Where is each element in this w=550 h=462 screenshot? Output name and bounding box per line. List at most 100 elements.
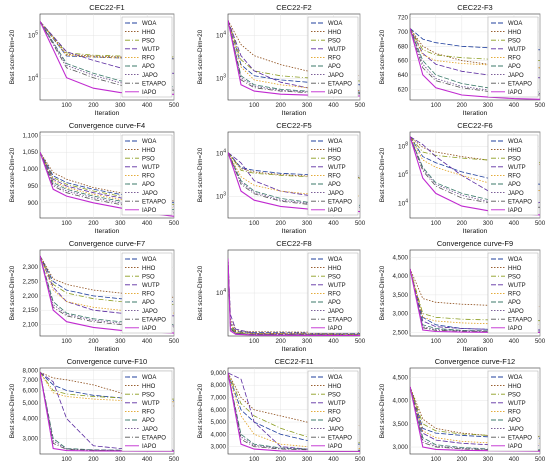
y-tick-label: 104 <box>216 31 226 40</box>
legend-label: ETAAPO <box>508 199 532 205</box>
legend-label: WUTP <box>508 47 526 53</box>
chart-panel-9: Convergence curve-F9 100 200 300 400 500 2,500… <box>379 239 546 353</box>
y-tick-label: 2,200 <box>23 293 39 300</box>
chart-panel-4: Convergence curve-F4 100 200 300 400 500 900 95… <box>9 121 180 235</box>
x-axis-label: Iteration <box>463 228 488 235</box>
chart-title: Convergence curve-F7 <box>69 239 145 248</box>
x-tick-label: 100 <box>431 338 442 345</box>
y-tick-label: 680 <box>398 43 409 50</box>
legend-label: IAPO <box>142 208 157 214</box>
x-axis-label: Iteration <box>463 110 488 117</box>
legend-label: WOA <box>328 375 342 381</box>
legend-box <box>121 370 173 452</box>
x-tick-label: 500 <box>169 102 180 109</box>
x-tick-label: 500 <box>535 456 546 462</box>
legend-label: RFO <box>328 174 341 180</box>
y-tick-label: 2,100 <box>23 322 39 329</box>
series-line-apo <box>228 20 360 93</box>
x-axis-label: Iteration <box>95 110 120 117</box>
chart-panel-6: CEC22-F6 100 200 300 400 500 108 106 104 Iteratio… <box>379 121 546 235</box>
legend-label: WOA <box>508 139 522 145</box>
legend-label: WOA <box>508 375 522 381</box>
x-tick-label: 100 <box>431 456 442 462</box>
x-tick-label: 200 <box>275 220 286 227</box>
y-tick-label: 8,000 <box>23 368 39 375</box>
x-tick-label: 400 <box>328 102 339 109</box>
series-line-woa <box>410 136 540 185</box>
series-line-apo <box>410 386 540 451</box>
legend-label: JAPO <box>142 309 158 315</box>
legend-box <box>487 252 539 334</box>
y-tick-label: 640 <box>398 72 409 79</box>
series-line-pso <box>40 21 174 58</box>
x-axis-label: Iteration <box>282 346 307 353</box>
legend: WOA HHO PSO WUTP RFO APO JAPO ETAAPO IAPO <box>121 370 173 452</box>
y-tick-label: 3,500 <box>393 292 409 299</box>
x-tick-label: 100 <box>249 220 260 227</box>
series-line-rfo <box>228 258 360 335</box>
legend-label: ETAAPO <box>508 81 532 87</box>
y-tick-label: 1,100 <box>23 132 39 139</box>
legend-label: WUTP <box>328 165 346 171</box>
legend-label: WUTP <box>508 283 526 289</box>
legend-label: WUTP <box>328 283 346 289</box>
chart-panel-10: Convergence curve-F10 100 200 300 400 500 3,00… <box>9 357 180 462</box>
y-axis-label: Best score-Dim=20 <box>197 29 204 84</box>
legend-box <box>307 370 359 452</box>
legend: WOA HHO PSO WUTP RFO APO JAPO ETAAPO IAPO <box>307 252 359 334</box>
x-tick-label: 300 <box>302 338 313 345</box>
x-tick-label: 300 <box>115 456 126 462</box>
series-line-iapo <box>228 258 360 336</box>
y-tick-label: 3,000 <box>393 444 409 451</box>
legend-label: JAPO <box>328 73 344 79</box>
x-tick-label: 200 <box>275 456 286 462</box>
legend-label: WUTP <box>508 165 526 171</box>
legend-label: WOA <box>142 257 156 263</box>
x-tick-label: 200 <box>457 102 468 109</box>
x-tick-label: 500 <box>169 220 180 227</box>
legend-label: RFO <box>142 174 155 180</box>
legend-label: IAPO <box>328 90 343 96</box>
y-tick-label: 104 <box>398 199 408 208</box>
x-tick-label: 200 <box>88 338 99 345</box>
legend-label: JAPO <box>508 427 524 433</box>
y-tick-label: 3,000 <box>211 444 227 451</box>
x-tick-label: 200 <box>88 220 99 227</box>
x-tick-label: 400 <box>328 220 339 227</box>
y-axis-label: Best score-Dim=20 <box>9 147 16 202</box>
chart-panel-7: Convergence curve-F7 100 200 300 400 500 2,100… <box>9 239 180 353</box>
x-tick-label: 500 <box>355 456 366 462</box>
legend-label: IAPO <box>508 90 523 96</box>
x-tick-label: 500 <box>169 456 180 462</box>
legend-label: HHO <box>328 384 342 390</box>
legend: WOA HHO PSO WUTP RFO APO JAPO ETAAPO IAPO <box>121 134 173 216</box>
legend-label: WUTP <box>142 401 160 407</box>
legend: WOA HHO PSO WUTP RFO APO JAPO ETAAPO IAPO <box>487 252 539 334</box>
legend-label: HHO <box>328 30 342 36</box>
x-tick-label: 100 <box>61 220 72 227</box>
series-line-etaapo <box>410 386 540 451</box>
legend: WOA HHO PSO WUTP RFO APO JAPO ETAAPO IAPO <box>487 370 539 452</box>
series-line-japo <box>410 28 540 94</box>
legend-label: APO <box>142 418 155 424</box>
legend-label: RFO <box>328 292 341 298</box>
legend-label: WOA <box>328 139 342 145</box>
x-axis-label: Iteration <box>95 346 120 353</box>
legend-label: HHO <box>142 384 156 390</box>
legend: WOA HHO PSO WUTP RFO APO JAPO ETAAPO IAPO <box>487 16 539 98</box>
y-tick-label: 2,500 <box>393 329 409 336</box>
x-tick-label: 300 <box>115 338 126 345</box>
legend-label: IAPO <box>142 444 157 450</box>
chart-title: CEC22-F3 <box>457 3 492 12</box>
series-line-apo <box>40 255 174 325</box>
y-tick-label: 5,000 <box>211 419 227 426</box>
chart-panel-3: CEC22-F3 100 200 300 400 500 620 640 660 680 700 72… <box>379 3 546 117</box>
legend-label: WUTP <box>142 283 160 289</box>
legend-label: JAPO <box>328 309 344 315</box>
y-tick-label: 620 <box>398 86 409 93</box>
y-tick-label: 7,000 <box>211 394 227 401</box>
legend-label: WOA <box>508 21 522 27</box>
x-axis-label: Iteration <box>463 346 488 353</box>
legend-label: WOA <box>328 257 342 263</box>
